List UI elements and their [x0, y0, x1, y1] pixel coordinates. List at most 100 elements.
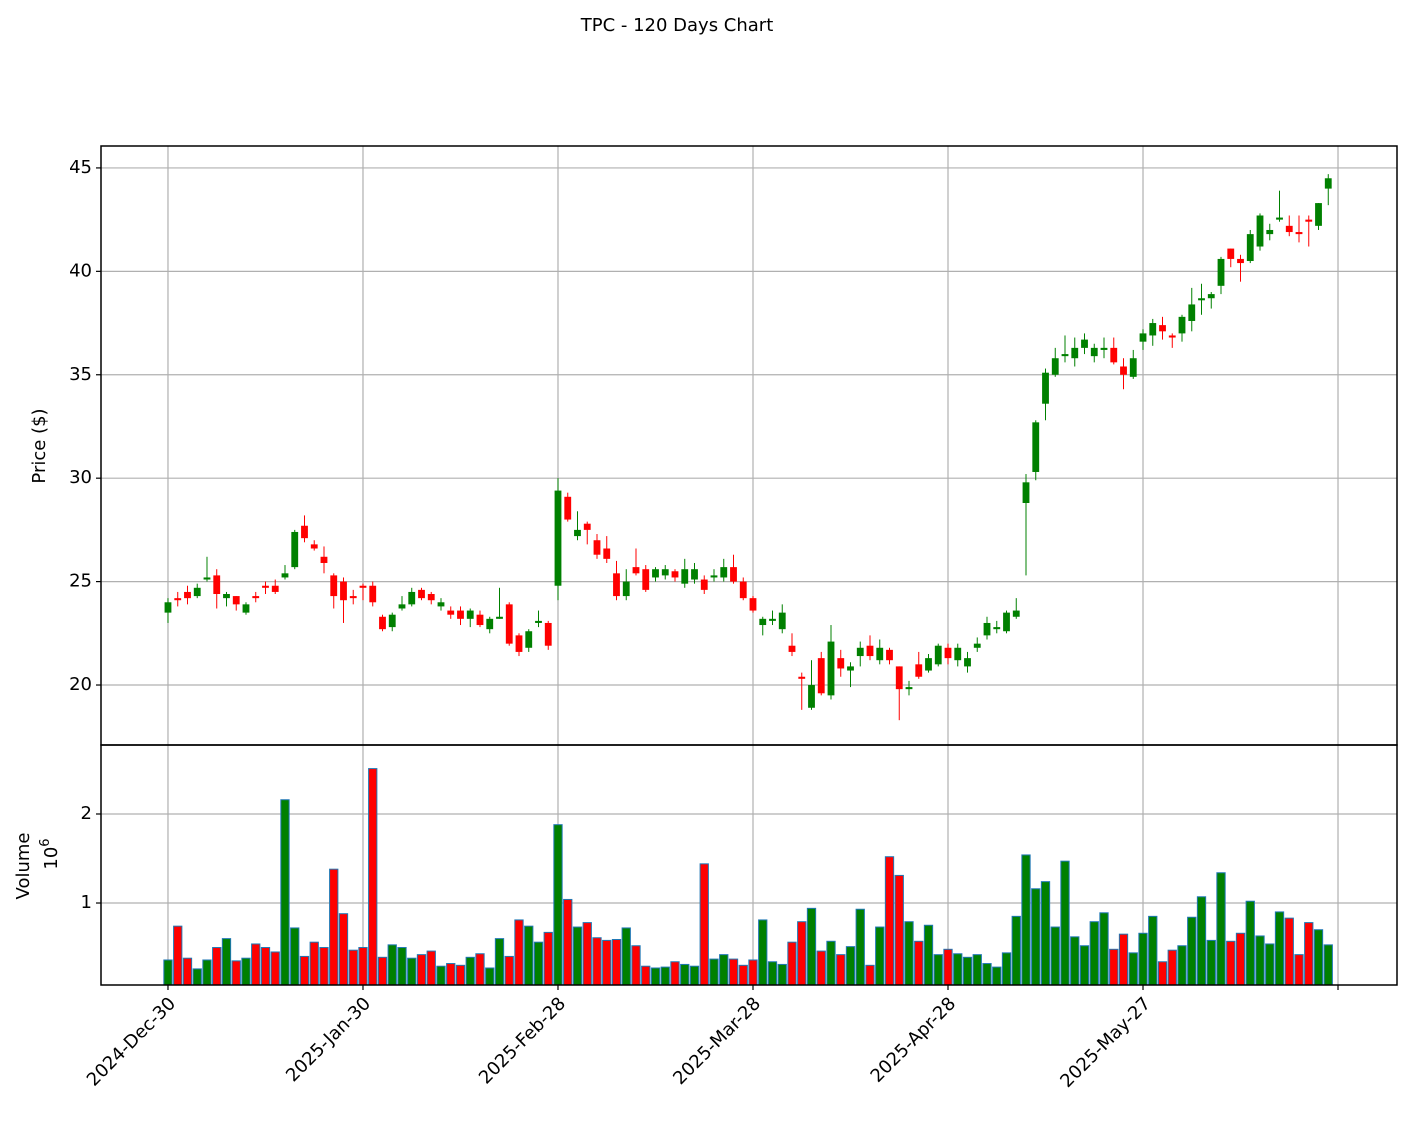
volume-bar: [377, 956, 388, 985]
candle-body: [817, 658, 825, 694]
candle-body: [603, 548, 611, 559]
candle-body: [1217, 258, 1225, 286]
candle-body: [1003, 612, 1010, 632]
volume-bar: [416, 954, 427, 985]
candle-body: [847, 666, 854, 671]
candle-body: [1022, 482, 1030, 504]
volume-bar: [1148, 915, 1158, 985]
volume-bar: [1099, 912, 1109, 985]
volume-bar: [436, 965, 446, 985]
volume-bar: [855, 908, 865, 985]
volume-bar: [173, 925, 183, 985]
candle-body: [769, 618, 776, 621]
candle-body: [535, 620, 542, 623]
volume-bar: [163, 959, 173, 985]
candle-body: [1315, 203, 1322, 226]
candle-body: [1178, 316, 1186, 334]
candle-body: [281, 573, 289, 578]
candle-body: [808, 685, 815, 708]
candle-body: [652, 569, 659, 578]
candle-body: [1246, 234, 1254, 262]
candle-body: [934, 645, 942, 665]
volume-bar: [251, 943, 261, 985]
candle-body: [330, 575, 338, 597]
chart-title: TPC - 120 Days Chart: [580, 15, 774, 36]
candle-body: [271, 585, 279, 592]
volume-bar: [894, 874, 904, 985]
volume-bar: [426, 950, 436, 985]
volume-bar: [407, 957, 417, 985]
candle-body: [1032, 422, 1040, 472]
y-axis-label: Price ($): [29, 408, 50, 483]
candle-body: [710, 575, 718, 578]
candle-body: [1295, 232, 1303, 235]
candle-body: [291, 531, 299, 568]
volume-bar: [1167, 949, 1177, 985]
volume-bar: [621, 927, 631, 985]
candle-body: [681, 569, 689, 584]
volume-bar: [777, 963, 787, 985]
volume-bar: [1157, 961, 1168, 985]
volume-bar: [543, 931, 553, 985]
candle-body: [1276, 217, 1283, 220]
candle-body: [1237, 258, 1244, 264]
y-tick-label: 40: [69, 260, 92, 281]
volume-bar: [611, 939, 622, 985]
volume-bar: [748, 959, 758, 985]
candle-body: [574, 529, 581, 537]
volume-bar: [1060, 860, 1070, 985]
volume-bar: [455, 964, 466, 985]
volume-bar: [553, 824, 563, 985]
candle-body: [973, 643, 981, 648]
offset-exponent: 6: [38, 838, 53, 846]
candle-body: [193, 587, 201, 597]
candle-body: [642, 569, 650, 590]
volume-bar: [884, 856, 895, 985]
volume-bar: [1274, 911, 1285, 985]
candle-body: [1071, 347, 1079, 359]
volume-bar: [1294, 954, 1304, 985]
volume-bar: [1109, 948, 1119, 985]
volume-bar: [1313, 929, 1324, 985]
candle-body: [730, 567, 737, 582]
candle-body: [1120, 366, 1127, 375]
volume-bar: [914, 940, 924, 985]
volume-bar: [485, 967, 495, 985]
candle-body: [223, 594, 230, 599]
volume-bar: [816, 950, 826, 985]
volume-bar: [845, 946, 856, 985]
volume-bar: [650, 967, 661, 985]
candle-body: [798, 676, 806, 679]
candle-body: [301, 525, 308, 539]
candle-body: [778, 612, 786, 630]
candle-body: [691, 569, 698, 580]
candle-body: [496, 616, 503, 619]
volume-bar: [689, 965, 700, 985]
candle-body: [1305, 219, 1313, 222]
volume-bar: [1196, 896, 1207, 985]
candle-body: [174, 598, 182, 601]
candle-body: [164, 602, 172, 613]
candle-body: [525, 631, 533, 648]
volume-bar: [943, 948, 953, 985]
volume-bar: [1255, 935, 1265, 985]
volume-bar: [1089, 921, 1099, 985]
volume-bar: [1031, 888, 1041, 985]
volume-bar: [241, 957, 251, 985]
candle-body: [457, 610, 464, 619]
volume-bar: [972, 954, 982, 985]
volume-bar: [641, 965, 651, 985]
volume-bar: [719, 954, 729, 985]
volume-bar: [738, 964, 748, 985]
volume-bar: [1040, 881, 1051, 985]
volume-bar: [572, 926, 583, 985]
volume-bar: [758, 919, 768, 985]
volume-bar: [631, 945, 641, 985]
candle-body: [593, 540, 601, 555]
volume-bar: [992, 966, 1002, 985]
volume-bar: [299, 955, 310, 985]
candle-body: [262, 585, 269, 588]
candle-body: [515, 635, 523, 652]
volume-bar: [582, 922, 592, 985]
